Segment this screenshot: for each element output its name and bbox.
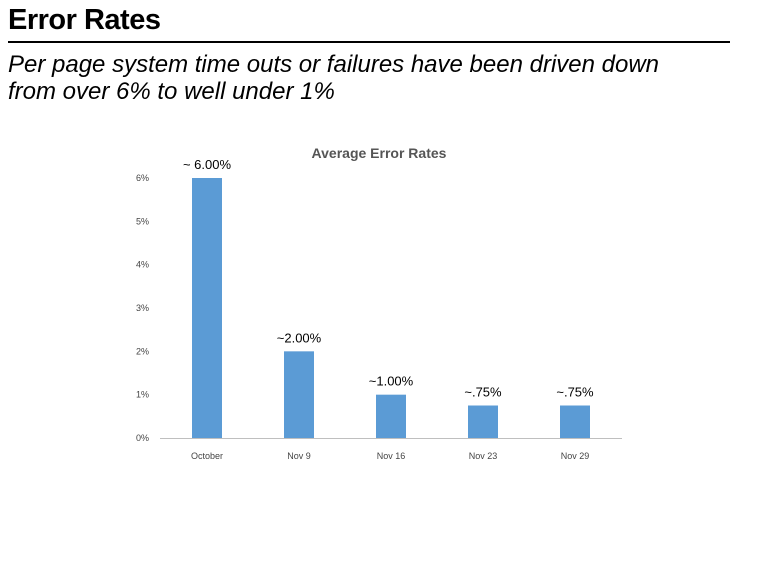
y-tick-label: 0% xyxy=(136,433,149,443)
y-tick-label: 2% xyxy=(136,346,149,356)
slide-title: Error Rates xyxy=(8,4,161,36)
y-axis-ticks: 0% 1% 2% 3% 4% 5% 6% xyxy=(136,173,149,443)
data-label: ~2.00% xyxy=(277,330,322,345)
y-tick-label: 6% xyxy=(136,173,149,183)
x-tick-label: Nov 23 xyxy=(469,451,498,461)
y-tick-label: 1% xyxy=(136,390,149,400)
x-tick-label: Nov 16 xyxy=(377,451,406,461)
y-tick-label: 4% xyxy=(136,260,149,270)
x-axis-ticks: October Nov 9 Nov 16 Nov 23 Nov 29 xyxy=(191,451,589,461)
data-label: ~.75% xyxy=(556,385,594,400)
title-divider xyxy=(8,41,730,43)
subtitle-line-2: from over 6% to well under 1% xyxy=(8,78,335,105)
bar-nov-9 xyxy=(284,351,314,438)
data-label: ~ 6.00% xyxy=(183,157,232,172)
bar-nov-23 xyxy=(468,405,498,438)
data-label: ~1.00% xyxy=(369,374,414,389)
data-label: ~.75% xyxy=(464,385,502,400)
bar-nov-16 xyxy=(376,394,406,438)
subtitle-line-1: Per page system time outs or failures ha… xyxy=(8,51,660,78)
data-labels: ~ 6.00% ~2.00% ~1.00% ~.75% ~.75% xyxy=(183,157,594,400)
bar-october xyxy=(192,178,222,438)
slide-subtitle: Per page system time outs or failures ha… xyxy=(8,51,748,105)
y-tick-label: 3% xyxy=(136,303,149,313)
y-tick-label: 5% xyxy=(136,216,149,226)
bar-nov-29 xyxy=(560,405,590,438)
x-tick-label: Nov 9 xyxy=(287,451,311,461)
x-tick-label: Nov 29 xyxy=(561,451,590,461)
chart-title: Average Error Rates xyxy=(312,145,447,161)
bar-series xyxy=(192,178,590,438)
x-tick-label: October xyxy=(191,451,223,461)
